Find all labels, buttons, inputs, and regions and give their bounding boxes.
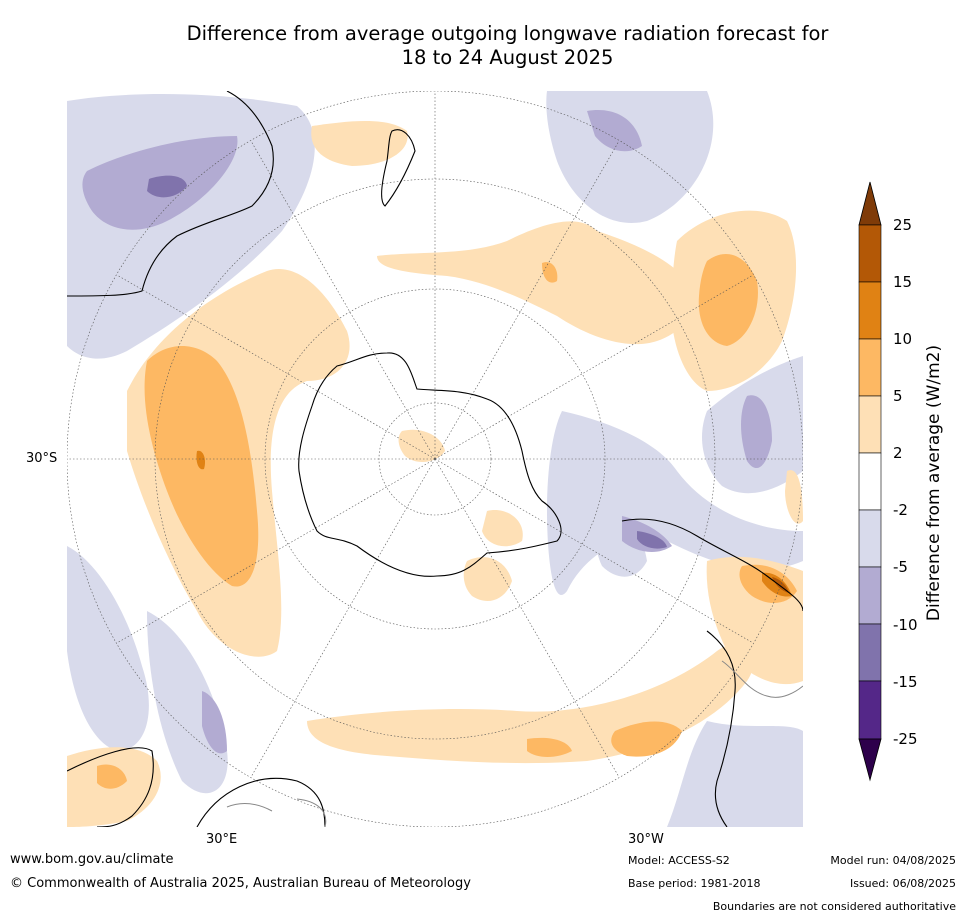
title-line-1: Difference from average outgoing longwav…: [186, 22, 829, 45]
africa-coastline: [67, 747, 326, 827]
disclaimer-text: Boundaries are not considered authoritat…: [712, 900, 956, 913]
negative-anomaly-strong: [147, 175, 667, 549]
colorbar-tick: -25: [893, 730, 918, 748]
colorbar-band-neutral: [858, 452, 882, 511]
colorbar-tick: -2: [893, 501, 908, 519]
graticule: [67, 91, 803, 827]
colorbar-tick: 15: [893, 273, 913, 291]
colorbar-tick: -10: [893, 616, 918, 634]
colorbar-band-m25-m15: [858, 680, 882, 740]
model-run-text: Model run: 04/08/2025: [830, 854, 956, 867]
colorbar-tick: -15: [893, 673, 918, 691]
website-link[interactable]: www.bom.gov.au/climate: [10, 852, 174, 867]
colorbar-tick: 25: [893, 216, 913, 234]
map-title: Difference from average outgoing longwav…: [130, 22, 885, 70]
coastlines: [67, 91, 803, 827]
colorbar-tick: 5: [893, 387, 903, 405]
colorbar-band-m5-m2: [858, 509, 882, 568]
australia-coastline: [67, 91, 274, 297]
colorbar-label: Difference from average (W/m2): [924, 344, 944, 622]
colorbar-tick: 10: [893, 330, 913, 348]
colorbar-band-10-15: [858, 281, 882, 340]
longitude-label-30w: 30°W: [628, 832, 664, 847]
colorbar-band-m15-m10: [858, 623, 882, 682]
lakes-borders: [226, 660, 803, 827]
longitude-label-30e: 30°E: [206, 832, 238, 847]
issued-text: Issued: 06/08/2025: [849, 877, 956, 890]
colorbar-band-15-25: [858, 224, 882, 283]
south-america-coastline: [621, 518, 803, 827]
colorbar: [858, 181, 882, 782]
colorbar-band-2-5: [858, 395, 882, 454]
model-text: Model: ACCESS-S2: [628, 854, 730, 867]
colorbar-extend-bottom: [858, 738, 882, 782]
colorbar-tick: -5: [893, 558, 908, 576]
antarctica-coastline: [298, 352, 562, 577]
polar-map: [67, 91, 803, 827]
base-period-text: Base period: 1981-2018: [628, 877, 761, 890]
new-zealand-coastline: [381, 129, 416, 207]
positive-anomaly-strong: [196, 450, 792, 597]
negative-anomaly-areas: [67, 91, 803, 827]
title-line-2: 18 to 24 August 2025: [401, 46, 614, 69]
copyright-text: © Commonwealth of Australia 2025, Austra…: [10, 876, 471, 891]
colorbar-band-5-10: [858, 338, 882, 397]
latitude-label-30s: 30°S: [26, 451, 58, 466]
colorbar-band-m10-m5: [858, 566, 882, 625]
colorbar-tick: 2: [893, 444, 903, 462]
colorbar-extend-top: [858, 181, 882, 226]
